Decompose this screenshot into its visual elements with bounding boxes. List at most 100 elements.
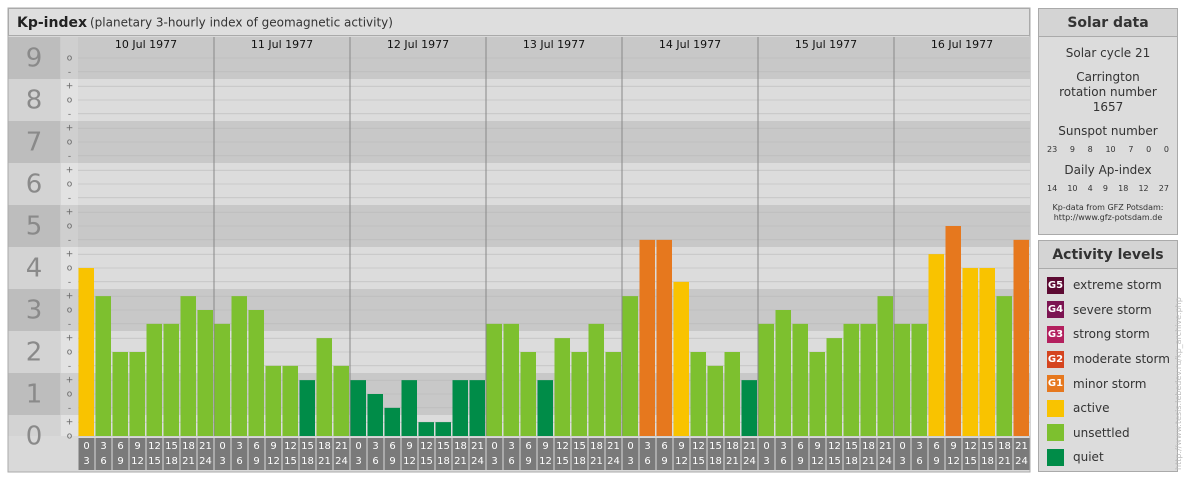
x-tick-label: 3 <box>916 441 922 452</box>
y-tick-label: 2 <box>26 338 43 368</box>
bar <box>537 380 553 436</box>
level-name: moderate storm <box>1073 352 1170 367</box>
minor-tick-label: o <box>67 264 73 274</box>
ap-value: 9 <box>1102 184 1108 193</box>
x-tick-label: 15 <box>709 441 722 452</box>
x-cell <box>316 438 333 470</box>
level-item: active <box>1039 396 1177 421</box>
minor-band <box>61 163 78 205</box>
x-tick-label: 6 <box>508 456 514 467</box>
bar <box>894 323 910 436</box>
x-cell <box>503 438 520 470</box>
x-tick-label: 12 <box>675 456 688 467</box>
levels-title: Activity levels <box>1039 241 1177 269</box>
x-tick-label: 21 <box>318 456 331 467</box>
minor-band <box>61 121 78 163</box>
bar <box>605 352 621 436</box>
x-tick-label: 24 <box>471 456 484 467</box>
x-tick-label: 21 <box>471 441 484 452</box>
bar <box>299 380 315 436</box>
date-label: 11 Jul 1977 <box>251 38 313 51</box>
x-cell <box>656 438 673 470</box>
minor-tick-label: - <box>68 319 71 329</box>
x-tick-label: 9 <box>797 456 803 467</box>
x-cell <box>435 438 452 470</box>
x-cell <box>826 438 843 470</box>
sunspot-value: 0 <box>1163 145 1169 154</box>
x-tick-label: 18 <box>998 441 1011 452</box>
x-tick-label: 21 <box>998 456 1011 467</box>
sunspot-value: 10 <box>1105 145 1116 154</box>
x-cell <box>486 438 503 470</box>
bar <box>588 323 604 436</box>
y-tick-label: 4 <box>26 254 43 284</box>
x-tick-label: 21 <box>862 456 875 467</box>
sunspot-value: 23 <box>1047 145 1058 154</box>
x-tick-label: 21 <box>743 441 756 452</box>
bar <box>333 365 349 436</box>
x-tick-label: 6 <box>933 441 939 452</box>
x-tick-label: 18 <box>318 441 331 452</box>
bar <box>622 296 638 436</box>
y-band <box>8 121 61 163</box>
x-cell <box>180 438 197 470</box>
minor-tick-label: - <box>68 109 71 119</box>
y-tick-label: 8 <box>26 86 43 116</box>
level-name: strong storm <box>1073 327 1150 342</box>
x-tick-label: 3 <box>491 456 497 467</box>
bar <box>435 422 451 436</box>
minor-tick-label: o <box>67 138 73 148</box>
x-tick-label: 6 <box>100 456 106 467</box>
x-tick-label: 15 <box>692 456 705 467</box>
x-cell <box>333 438 350 470</box>
level-swatch: G4 <box>1047 301 1064 319</box>
x-cell <box>163 438 180 470</box>
bar <box>860 323 876 436</box>
x-tick-label: 3 <box>219 456 225 467</box>
bar <box>350 380 366 436</box>
minor-tick-label: + <box>66 124 74 134</box>
bar <box>112 352 128 436</box>
x-cell <box>707 438 724 470</box>
x-tick-label: 6 <box>117 441 123 452</box>
x-tick-label: 15 <box>148 456 161 467</box>
minor-tick-label: + <box>66 166 74 176</box>
x-tick-label: 21 <box>879 441 892 452</box>
bar <box>418 422 434 436</box>
minor-tick-label: o <box>67 222 73 232</box>
level-name: active <box>1073 401 1110 416</box>
minor-band <box>61 79 78 121</box>
x-cell <box>792 438 809 470</box>
source-url: http://www.gfz-potsdam.de <box>1053 213 1163 222</box>
level-item: G5 extreme storm <box>1039 273 1177 298</box>
x-cell <box>724 438 741 470</box>
bar <box>401 380 417 436</box>
minor-tick-label: + <box>66 376 74 386</box>
level-name: unsettled <box>1073 425 1130 440</box>
x-tick-label: 3 <box>627 456 633 467</box>
x-tick-label: 3 <box>780 441 786 452</box>
x-tick-label: 12 <box>964 441 977 452</box>
x-tick-label: 18 <box>726 441 739 452</box>
bar <box>775 310 791 436</box>
x-cell <box>265 438 282 470</box>
x-cell <box>996 438 1013 470</box>
x-tick-label: 18 <box>981 456 994 467</box>
y-band <box>8 289 61 331</box>
x-tick-label: 21 <box>726 456 739 467</box>
x-tick-label: 24 <box>199 456 212 467</box>
chart-subtitle: (planetary 3-hourly index of geomagnetic… <box>90 16 393 30</box>
bar <box>214 323 230 436</box>
bar <box>809 352 825 436</box>
minor-band <box>61 331 78 373</box>
ap-row: 14 10 4 9 18 12 27 <box>1047 184 1169 193</box>
x-cell <box>282 438 299 470</box>
minor-tick-label: - <box>68 361 71 371</box>
ap-title: Daily Ap-index <box>1064 163 1152 177</box>
x-cell <box>112 438 129 470</box>
x-cell <box>775 438 792 470</box>
x-tick-label: 3 <box>899 456 905 467</box>
minor-tick-label: - <box>68 403 71 413</box>
x-tick-label: 15 <box>420 456 433 467</box>
x-tick-label: 6 <box>236 456 242 467</box>
